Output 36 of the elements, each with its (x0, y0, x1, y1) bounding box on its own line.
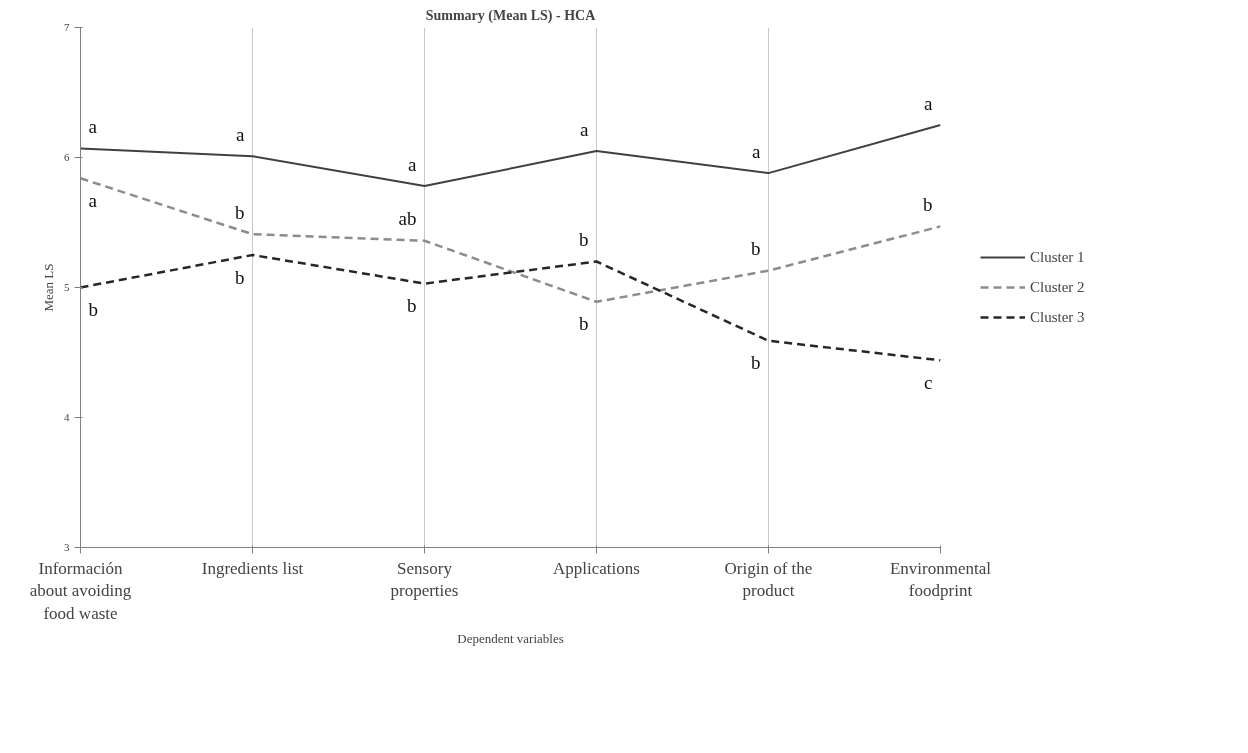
legend-label: Cluster 2 (1030, 278, 1085, 296)
annotation: a (924, 92, 934, 114)
annotation: b (579, 229, 589, 250)
x-tick-label: Información about avoiding food waste (29, 558, 132, 624)
y-tick-label: 3 (64, 541, 70, 553)
line-series (80, 124, 941, 188)
y-tick-label: 6 (64, 151, 70, 163)
annotation: c (924, 371, 933, 393)
annotation: b (751, 352, 761, 374)
annotation: a (752, 140, 762, 162)
annotation: a (88, 115, 98, 137)
y-axis-title: Mean LS (41, 263, 56, 312)
chart-title: Summary (Mean LS) - HCA (425, 7, 597, 24)
annotation: b (235, 201, 245, 223)
annotation: b (579, 313, 589, 335)
annotation: ab (398, 208, 417, 230)
x-axis-title: Dependent variables (457, 631, 564, 647)
x-tick-label: Sensory properties (390, 558, 459, 601)
x-tick-label: Environmental foodprint (889, 558, 992, 601)
annotation: a (580, 118, 590, 140)
annotation: b (88, 299, 98, 320)
annotation: a (88, 189, 98, 211)
annotation: a (236, 123, 246, 145)
y-tick-label: 7 (64, 21, 70, 33)
annotation: b (923, 193, 933, 215)
y-tick-label: 5 (64, 281, 70, 293)
legend-label: Cluster 3 (1030, 308, 1085, 326)
annotation: b (407, 295, 417, 317)
annotation: a (408, 153, 418, 175)
x-tick-label: Origin of the product (724, 558, 813, 601)
y-tick-label: 4 (64, 411, 70, 423)
annotation: b (751, 238, 761, 260)
x-tick-label: Applications (553, 558, 640, 578)
x-tick-label: Ingredients list (201, 558, 304, 578)
legend-label: Cluster 1 (1030, 248, 1085, 266)
annotation: b (235, 266, 245, 288)
